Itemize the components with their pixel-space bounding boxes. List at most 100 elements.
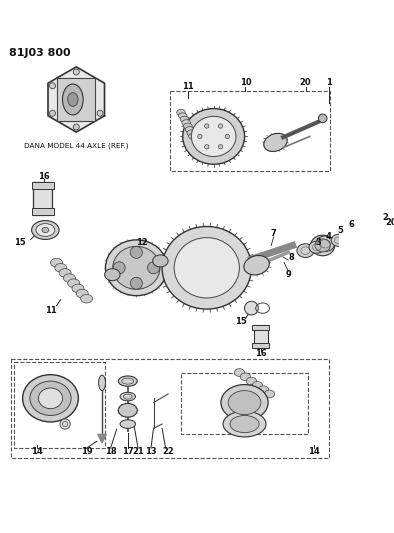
Text: 1: 1 [326,78,332,87]
Circle shape [392,215,394,221]
Ellipse shape [240,373,251,381]
Ellipse shape [223,411,266,437]
Text: 10: 10 [240,78,251,87]
Ellipse shape [36,223,55,237]
Circle shape [225,134,230,139]
Bar [15,362,104,448]
Ellipse shape [180,116,189,122]
Ellipse shape [315,239,331,252]
Text: 18: 18 [105,447,116,456]
Text: 19: 19 [81,447,92,456]
Ellipse shape [244,255,269,275]
Ellipse shape [120,392,136,401]
Ellipse shape [106,240,167,296]
Text: 81J03 800: 81J03 800 [9,48,71,58]
Ellipse shape [246,377,256,385]
Ellipse shape [264,390,275,398]
Text: 13: 13 [145,447,157,456]
Ellipse shape [118,376,137,386]
Ellipse shape [297,244,314,257]
Ellipse shape [252,382,262,389]
Circle shape [113,262,125,274]
Bar [11,359,329,457]
Ellipse shape [230,415,259,433]
Ellipse shape [178,113,187,119]
Circle shape [204,144,209,149]
Ellipse shape [68,93,78,107]
Text: 8: 8 [288,253,294,262]
Text: 16: 16 [255,349,267,358]
Ellipse shape [63,274,75,282]
Ellipse shape [342,232,352,241]
Circle shape [218,144,223,149]
Circle shape [60,419,70,429]
Ellipse shape [185,126,194,133]
Polygon shape [98,434,106,443]
Text: 2: 2 [383,214,388,222]
Ellipse shape [80,294,93,303]
Ellipse shape [162,227,251,309]
Text: 3: 3 [316,238,321,247]
Ellipse shape [30,381,71,415]
Text: 11: 11 [182,82,194,91]
Bar [32,182,54,189]
Ellipse shape [72,284,84,293]
Text: 9: 9 [286,270,291,279]
Ellipse shape [55,263,67,272]
Bar [32,208,54,215]
Circle shape [97,110,103,116]
Bar [254,325,268,348]
Text: 7: 7 [271,229,277,238]
Circle shape [50,110,56,116]
Text: 12: 12 [136,238,148,247]
Circle shape [73,124,79,130]
Ellipse shape [372,220,382,230]
Text: 20: 20 [386,218,394,227]
Circle shape [198,134,202,139]
Ellipse shape [113,246,160,289]
Circle shape [73,69,79,75]
Ellipse shape [39,388,63,409]
Circle shape [218,124,223,128]
Ellipse shape [42,228,49,232]
Bar [33,182,52,215]
Circle shape [318,114,327,123]
Text: 4: 4 [326,232,332,241]
Ellipse shape [182,120,190,126]
Text: 14: 14 [308,447,320,456]
Text: 11: 11 [45,306,56,315]
Ellipse shape [331,235,345,246]
Bar [181,373,308,434]
Text: 6: 6 [348,220,354,229]
Text: 14: 14 [31,447,43,456]
Ellipse shape [104,269,120,281]
Ellipse shape [120,420,136,429]
Ellipse shape [22,375,78,422]
Text: 20: 20 [300,78,311,87]
Ellipse shape [368,217,385,232]
Ellipse shape [316,236,335,252]
Bar [252,325,269,329]
Circle shape [386,217,393,224]
Ellipse shape [50,259,63,267]
Text: 5: 5 [337,227,343,236]
Ellipse shape [221,385,268,421]
Ellipse shape [174,238,240,298]
Ellipse shape [184,123,192,129]
Ellipse shape [189,133,197,140]
Ellipse shape [183,109,245,164]
Circle shape [204,124,209,128]
Circle shape [147,262,160,274]
Polygon shape [48,67,104,132]
Bar [170,91,331,171]
Text: 17: 17 [122,447,134,456]
Ellipse shape [187,130,195,136]
Ellipse shape [360,227,366,233]
Ellipse shape [367,223,374,230]
Text: 15: 15 [14,238,26,247]
Ellipse shape [228,391,261,415]
Ellipse shape [63,84,83,115]
Bar [58,78,95,121]
Ellipse shape [234,369,245,376]
Ellipse shape [177,109,185,115]
